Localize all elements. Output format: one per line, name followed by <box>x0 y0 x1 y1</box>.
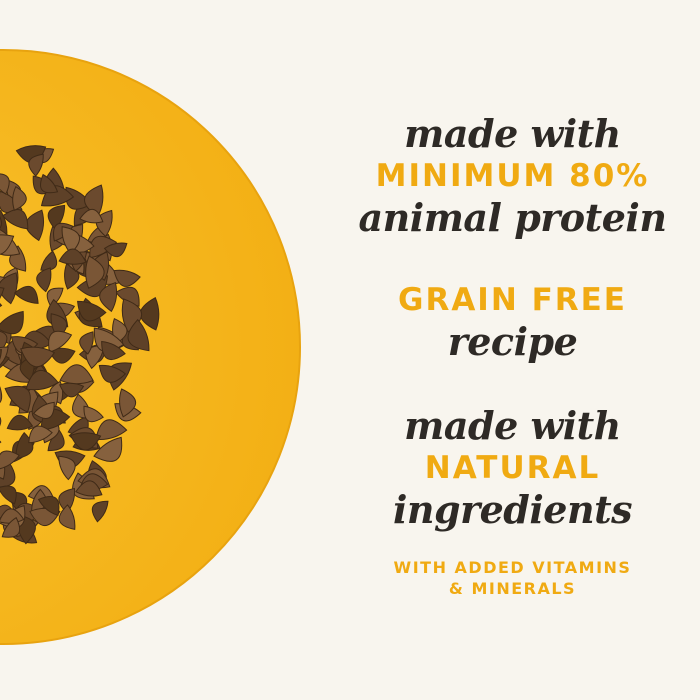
kibble-piece <box>139 296 160 331</box>
kibble-piece <box>98 364 127 383</box>
kibble-piece <box>25 209 45 242</box>
claim-protein: made with MINIMUM 80% animal protein <box>320 112 700 240</box>
kibble-piece <box>1 516 20 538</box>
kibble-piece <box>6 414 34 431</box>
claim-lead: made with <box>404 111 621 156</box>
footnote-line-1: WITH ADDED VITAMINS <box>393 558 632 577</box>
kibble-piece <box>58 487 76 514</box>
kibble-piece <box>0 234 15 256</box>
kibble-piece <box>25 370 59 391</box>
kibble-piece <box>115 286 140 307</box>
kibble-piece <box>58 455 76 481</box>
kibble-piece <box>103 242 128 258</box>
claim-natural: made with NATURAL ingredients <box>320 404 700 532</box>
kibble-piece <box>89 235 118 259</box>
kibble-piece <box>95 419 128 440</box>
claim-highlight: GRAIN FREE <box>398 282 627 318</box>
kibble-piece <box>91 500 109 523</box>
kibble-piece <box>79 208 104 224</box>
kibble-piece <box>37 496 60 517</box>
kibble-piece <box>75 480 103 497</box>
kibble-piece <box>40 173 59 194</box>
claim-tail: recipe <box>447 319 578 364</box>
footnote-line-2: & MINERALS <box>448 579 577 598</box>
kibble-piece <box>83 405 104 423</box>
kibble-piece <box>4 385 31 413</box>
claim-highlight: MINIMUM 80% <box>375 158 650 194</box>
kibble-piece <box>58 248 87 265</box>
claim-lead: made with <box>404 403 621 448</box>
kibble-piece <box>13 285 39 304</box>
kibble-piece <box>58 504 76 531</box>
kibble-piece <box>48 330 73 353</box>
kibble-piece <box>99 281 118 313</box>
kibble-piece <box>32 401 55 419</box>
kibble-piece <box>101 340 126 361</box>
kibble-piece <box>93 436 123 462</box>
kibble-piece <box>79 331 94 355</box>
kibble-pile <box>0 145 160 545</box>
kibble-piece <box>119 388 137 418</box>
kibble-piece <box>0 386 3 406</box>
kibble-piece <box>84 184 104 218</box>
claim-grain-free: GRAIN FREE recipe <box>320 280 700 364</box>
kibble-piece <box>113 269 141 287</box>
kibble-piece <box>36 267 52 293</box>
kibble-piece <box>40 250 58 271</box>
claim-tail: animal protein <box>358 195 667 240</box>
kibble-piece <box>20 346 56 368</box>
kibble-piece <box>0 173 10 195</box>
kibble-piece <box>0 485 17 505</box>
claim-highlight: NATURAL <box>424 450 601 486</box>
kibble-piece <box>28 153 44 177</box>
kibble-piece <box>12 185 27 211</box>
footnote: WITH ADDED VITAMINS & MINERALS <box>320 557 700 599</box>
kibble-piece <box>0 450 20 470</box>
kibble-piece <box>85 255 105 289</box>
kibble-piece <box>77 300 107 322</box>
kibble-piece <box>0 209 2 233</box>
kibble-piece <box>0 346 9 369</box>
claim-tail: ingredients <box>392 487 633 532</box>
kibble-piece <box>0 286 5 316</box>
food-bowl-image <box>0 49 301 645</box>
kibble-piece <box>127 318 150 352</box>
kibble-piece <box>28 425 53 444</box>
kibble-piece <box>59 364 94 385</box>
kibble-piece <box>69 432 102 451</box>
kibble-piece <box>0 310 24 335</box>
